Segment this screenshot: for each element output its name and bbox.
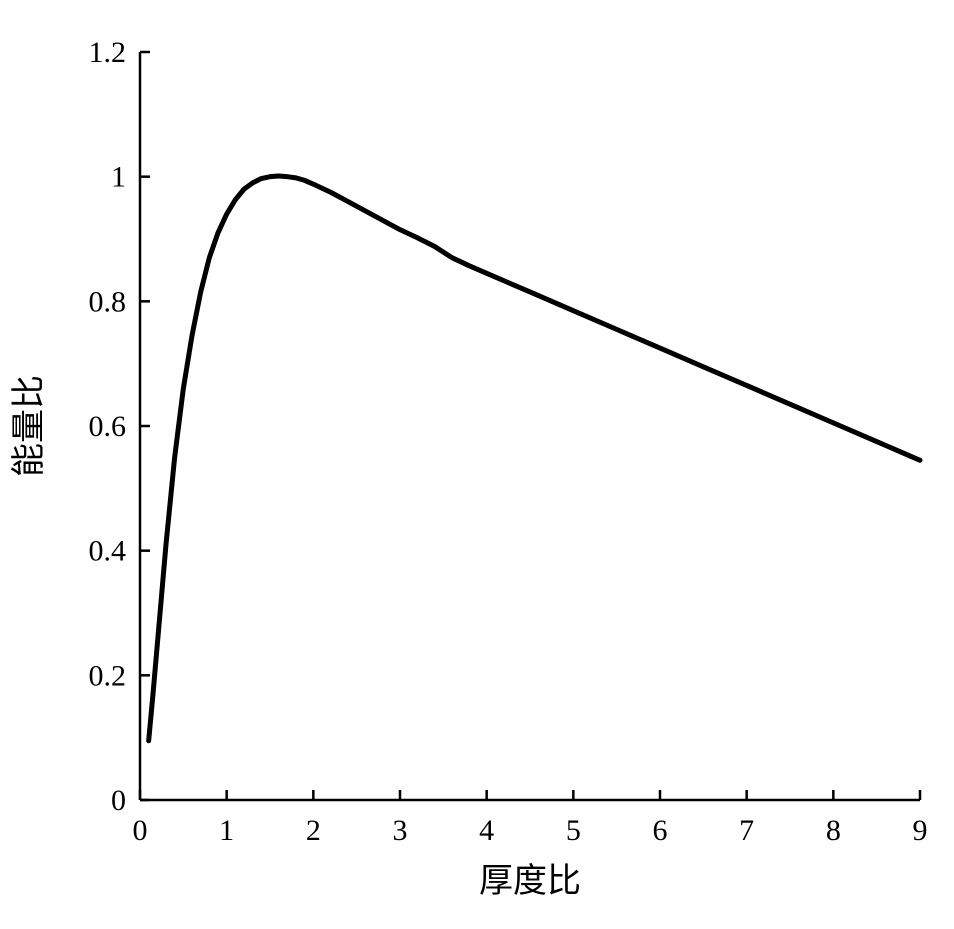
x-tick-label: 9 [913, 814, 928, 847]
y-axis-label: 能量比 [10, 375, 48, 477]
y-tick-label: 0.8 [89, 285, 127, 318]
x-tick-label: 7 [739, 814, 754, 847]
x-tick-label: 3 [393, 814, 408, 847]
x-tick-label: 8 [826, 814, 841, 847]
x-tick-label: 5 [566, 814, 581, 847]
x-tick-label: 0 [133, 814, 148, 847]
y-tick-label: 0.2 [89, 659, 127, 692]
chart-container: 0 1 2 3 4 5 6 7 8 9 0 0.2 0.4 0.6 0.8 1 1.2 厚度比 能量比 [0, 0, 954, 929]
x-tick-label: 2 [306, 814, 321, 847]
y-tick-label: 0.6 [89, 410, 127, 443]
y-tick-label: 1.2 [89, 36, 127, 69]
x-tick-label: 6 [653, 814, 668, 847]
y-tick-label: 0 [111, 784, 126, 817]
y-tick-label: 0.4 [89, 535, 127, 568]
curve-curve [149, 176, 920, 741]
x-axis-label: 厚度比 [479, 862, 581, 900]
x-tick-label: 1 [219, 814, 234, 847]
y-tick-label: 1 [111, 161, 126, 194]
chart-svg: 0 1 2 3 4 5 6 7 8 9 0 0.2 0.4 0.6 0.8 1 1.2 厚度比 能量比 [0, 0, 954, 929]
x-tick-label: 4 [479, 814, 494, 847]
